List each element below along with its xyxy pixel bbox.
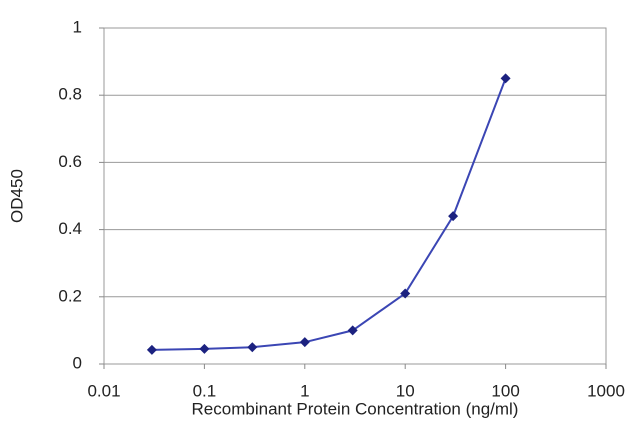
x-tick-label: 1000 — [587, 381, 625, 400]
data-marker — [247, 342, 258, 353]
data-marker — [500, 73, 511, 84]
x-tick-label: 100 — [491, 381, 519, 400]
x-tick-label: 10 — [396, 381, 415, 400]
x-tick-label: 0.1 — [193, 381, 217, 400]
data-marker — [146, 344, 157, 355]
y-tick-label: 0 — [73, 353, 82, 372]
data-marker — [347, 325, 358, 336]
y-tick-label: 0.8 — [58, 85, 82, 104]
y-axis-label: OD450 — [7, 169, 26, 223]
data-marker — [448, 211, 459, 222]
x-tick-label: 1 — [300, 381, 309, 400]
data-marker — [400, 288, 411, 299]
data-marker — [199, 343, 210, 354]
y-tick-label: 0.6 — [58, 152, 82, 171]
x-axis-label: Recombinant Protein Concentration (ng/ml… — [192, 399, 519, 418]
data-line — [151, 78, 507, 351]
x-tick-label: 0.01 — [87, 381, 120, 400]
y-tick-label: 1 — [73, 17, 82, 36]
data-marker — [299, 337, 310, 348]
y-tick-label: 0.4 — [58, 219, 82, 238]
y-tick-label: 0.2 — [58, 286, 82, 305]
plot-frame — [103, 27, 607, 365]
